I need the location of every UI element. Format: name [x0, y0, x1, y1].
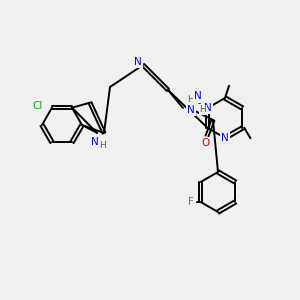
Text: N: N: [194, 91, 202, 101]
Text: Cl: Cl: [33, 101, 43, 111]
Text: N: N: [134, 57, 142, 67]
Text: O: O: [201, 138, 209, 148]
Text: N: N: [204, 103, 212, 113]
Text: H: H: [200, 106, 206, 115]
Text: H: H: [100, 141, 106, 150]
Text: -: -: [197, 100, 201, 109]
Text: F: F: [188, 197, 194, 207]
Text: N: N: [91, 137, 99, 147]
Text: N: N: [187, 105, 195, 115]
Text: H: H: [188, 94, 194, 103]
Text: N: N: [221, 133, 229, 143]
